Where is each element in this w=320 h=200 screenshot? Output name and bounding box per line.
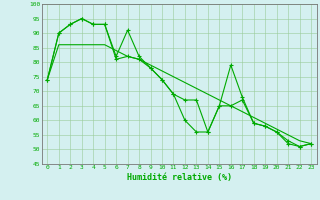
X-axis label: Humidité relative (%): Humidité relative (%) (127, 173, 232, 182)
